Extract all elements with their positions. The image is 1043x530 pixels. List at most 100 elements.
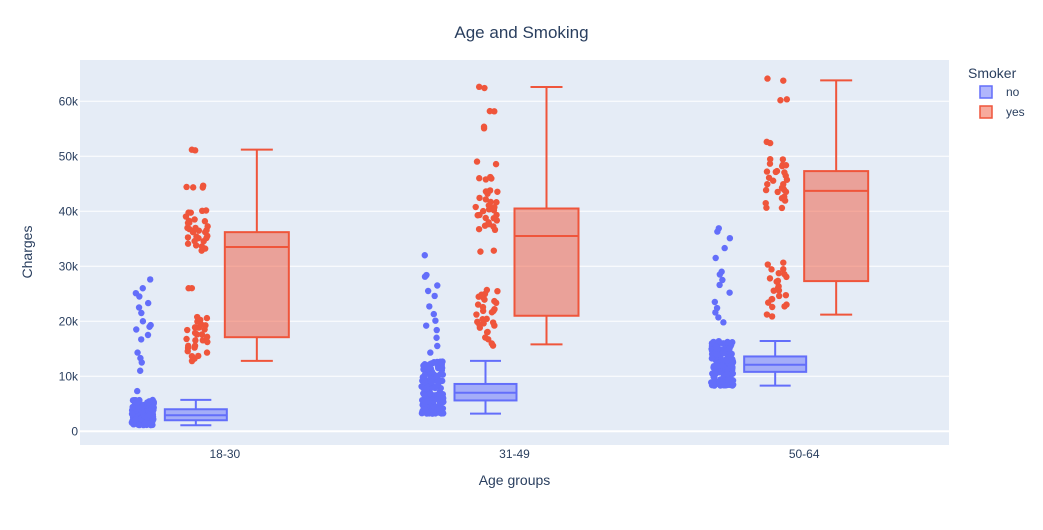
outlier-point[interactable]	[434, 282, 441, 289]
outlier-point[interactable]	[135, 304, 143, 311]
data-point[interactable]	[778, 204, 786, 212]
outlier-point[interactable]	[432, 317, 439, 324]
data-point[interactable]	[476, 175, 483, 182]
outlier-point[interactable]	[711, 298, 719, 306]
data-point[interactable]	[150, 416, 157, 423]
data-point[interactable]	[488, 340, 495, 347]
data-point[interactable]	[185, 209, 192, 216]
data-point[interactable]	[420, 385, 427, 392]
outlier-point[interactable]	[423, 271, 430, 279]
outlier-point[interactable]	[147, 321, 154, 329]
data-point[interactable]	[494, 188, 501, 195]
data-point[interactable]	[138, 403, 146, 411]
data-point[interactable]	[198, 331, 206, 338]
outlier-point[interactable]	[134, 349, 141, 356]
data-point[interactable]	[768, 313, 776, 320]
data-point[interactable]	[782, 162, 790, 169]
point-cluster-no-18-30[interactable]	[128, 396, 157, 429]
data-point[interactable]	[486, 107, 494, 115]
outlier-point[interactable]	[715, 314, 722, 321]
data-point[interactable]	[185, 342, 192, 350]
data-marks[interactable]	[128, 75, 870, 429]
data-point[interactable]	[438, 364, 446, 372]
data-point[interactable]	[494, 287, 501, 295]
outlier-point[interactable]	[139, 318, 147, 325]
data-point[interactable]	[775, 269, 782, 277]
box-no-50-64[interactable]	[743, 340, 808, 387]
data-point[interactable]	[202, 322, 209, 329]
data-point[interactable]	[487, 173, 494, 181]
data-point[interactable]	[144, 399, 151, 406]
data-point[interactable]	[138, 408, 146, 415]
data-point[interactable]	[480, 123, 488, 130]
outlier-point[interactable]	[712, 254, 719, 262]
data-point[interactable]	[720, 349, 727, 357]
box-no-18-30[interactable]	[163, 398, 228, 427]
data-point[interactable]	[780, 265, 787, 273]
data-point[interactable]	[427, 360, 435, 367]
data-point[interactable]	[492, 160, 500, 168]
data-point[interactable]	[129, 404, 136, 411]
data-point[interactable]	[475, 83, 483, 91]
box-body[interactable]	[223, 231, 290, 339]
outlier-point[interactable]	[426, 303, 433, 310]
data-point[interactable]	[713, 351, 721, 358]
outlier-point[interactable]	[715, 225, 722, 232]
outlier-point[interactable]	[720, 319, 727, 326]
data-point[interactable]	[715, 337, 722, 345]
data-point[interactable]	[482, 196, 490, 203]
data-point[interactable]	[766, 155, 774, 163]
data-point[interactable]	[192, 337, 199, 344]
data-point[interactable]	[482, 188, 490, 195]
outlier-point[interactable]	[134, 387, 141, 395]
data-point[interactable]	[146, 411, 153, 419]
data-point[interactable]	[482, 334, 489, 341]
data-point[interactable]	[490, 247, 498, 254]
data-point[interactable]	[765, 174, 773, 181]
data-point[interactable]	[775, 292, 783, 300]
data-point[interactable]	[427, 365, 435, 372]
data-point[interactable]	[204, 338, 211, 346]
box-yes-18-30[interactable]	[223, 148, 290, 362]
data-point[interactable]	[184, 240, 192, 247]
outlier-point[interactable]	[726, 235, 734, 242]
outlier-point[interactable]	[423, 322, 430, 329]
data-point[interactable]	[133, 399, 141, 406]
data-point[interactable]	[183, 183, 190, 191]
data-point[interactable]	[438, 359, 445, 366]
data-point[interactable]	[479, 207, 487, 215]
outlier-point[interactable]	[434, 342, 441, 350]
legend-item-no[interactable]: no	[979, 85, 1020, 99]
data-point[interactable]	[474, 318, 481, 326]
outlier-point[interactable]	[132, 290, 140, 297]
data-point[interactable]	[199, 207, 206, 215]
box-yes-50-64[interactable]	[803, 79, 870, 316]
data-point[interactable]	[191, 147, 199, 154]
legend[interactable]: Smoker no yes	[968, 65, 1025, 119]
data-point[interactable]	[439, 399, 446, 406]
data-point[interactable]	[712, 343, 720, 350]
data-point[interactable]	[204, 223, 211, 230]
outlier-point[interactable]	[146, 276, 154, 283]
data-point[interactable]	[428, 378, 435, 386]
data-point[interactable]	[475, 225, 483, 233]
data-point[interactable]	[773, 167, 781, 175]
data-point[interactable]	[780, 180, 787, 188]
data-point[interactable]	[719, 378, 726, 385]
outlier-point[interactable]	[144, 299, 152, 307]
outlier-point[interactable]	[144, 331, 152, 339]
outlier-point[interactable]	[719, 276, 726, 284]
data-point[interactable]	[762, 186, 770, 194]
outlier-point[interactable]	[721, 244, 728, 252]
point-cluster-no-31-49[interactable]	[418, 358, 447, 417]
box-body[interactable]	[513, 207, 580, 317]
data-point[interactable]	[768, 266, 775, 273]
data-point[interactable]	[710, 379, 717, 386]
data-point[interactable]	[779, 156, 787, 163]
data-point[interactable]	[783, 96, 791, 103]
data-point[interactable]	[484, 328, 491, 336]
data-point[interactable]	[419, 373, 427, 381]
data-point[interactable]	[191, 329, 199, 337]
data-point[interactable]	[421, 391, 428, 399]
data-point[interactable]	[487, 198, 494, 206]
